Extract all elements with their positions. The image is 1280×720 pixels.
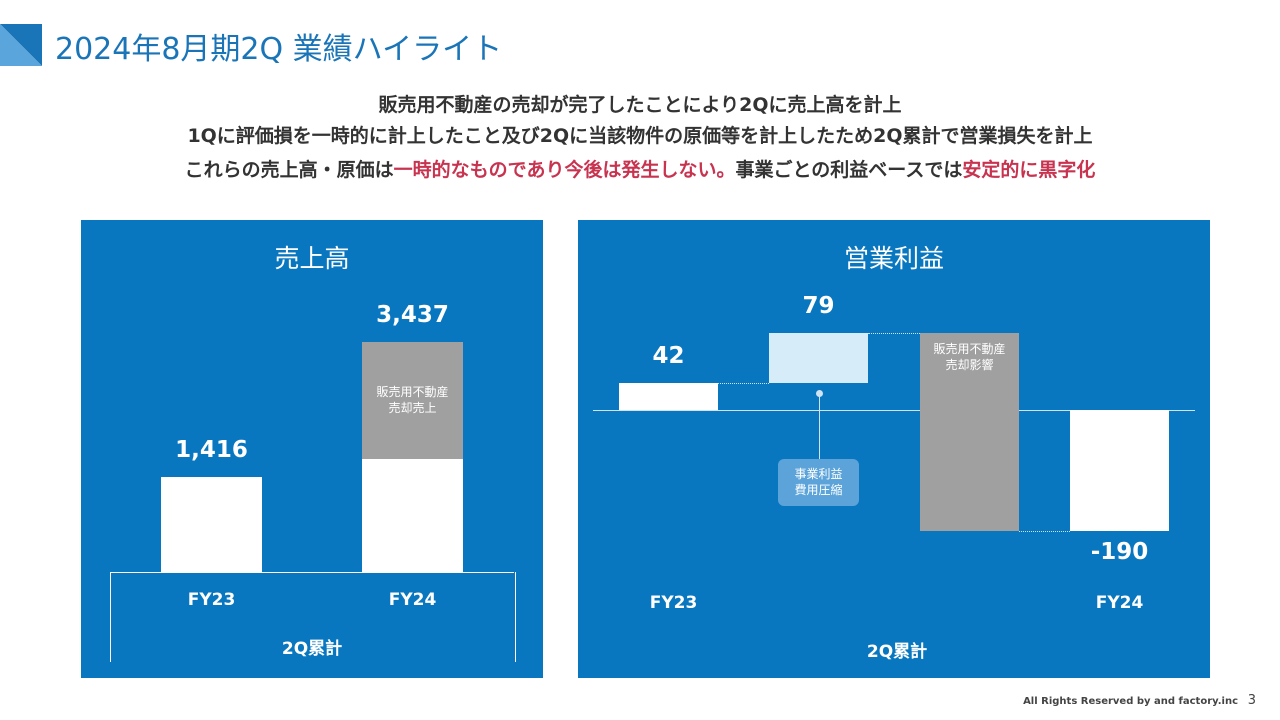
axis-line — [110, 572, 514, 573]
x-axis-label: 2Q累計 — [866, 642, 928, 662]
total-label: 1,416 — [175, 437, 248, 464]
x-tick-label: FY24 — [1095, 593, 1144, 613]
value-label: 42 — [652, 343, 685, 370]
page-number: 3 — [1247, 693, 1256, 708]
connector — [718, 383, 769, 385]
chart-title: 営業利益 — [843, 244, 945, 273]
message-line: これらの売上高・原価は一時的なものであり今後は発生しない。事業ごとの利益ベースで… — [0, 155, 1280, 182]
bar — [362, 458, 463, 572]
callout-line — [818, 393, 820, 460]
x-tick-label: FY23 — [187, 590, 236, 610]
message-text: これらの売上高・原価は — [184, 159, 394, 181]
zero-line — [593, 409, 1195, 411]
value-label: 79 — [802, 293, 835, 320]
bar — [1070, 409, 1169, 531]
bar — [161, 477, 262, 572]
axis-frame — [110, 572, 516, 662]
x-axis-label: 2Q累計 — [281, 639, 343, 659]
connector — [1019, 530, 1070, 532]
bar-label: 販売用不動産売却影響 — [933, 342, 1006, 373]
message-text: 事業ごとの利益ベースでは — [735, 159, 963, 181]
message-line: 1Qに評価損を一時的に計上したこと及び2Qに当該物件の原価等を計上したため2Q累… — [0, 121, 1280, 148]
bar — [920, 333, 1019, 531]
message-text: 一時的なものであり今後は発生しない。 — [393, 159, 736, 181]
callout: 事業利益費用圧縮 — [777, 459, 859, 507]
x-tick-label: FY23 — [649, 593, 698, 613]
message-line: 販売用不動産の売却が完了したことにより2Qに売上高を計上 — [0, 90, 1280, 117]
copyright: All Rights Reserved by and factory.inc — [1023, 696, 1238, 707]
message-text: 安定的に黒字化 — [962, 159, 1096, 181]
bar — [619, 383, 718, 410]
slide-title: 2024年8月期2Q 業績ハイライト — [55, 32, 503, 67]
bar — [362, 341, 463, 459]
total-label: 3,437 — [376, 301, 449, 328]
chart-title: 売上高 — [274, 244, 350, 273]
callout-text: 事業利益費用圧縮 — [794, 467, 843, 498]
message-text: 1Qに評価損を一時的に計上したこと及び2Qに当該物件の原価等を計上したため2Q累… — [187, 125, 1093, 147]
bar — [769, 333, 868, 384]
connector — [868, 333, 920, 335]
x-tick-label: FY24 — [388, 590, 437, 610]
callout-dot — [815, 390, 823, 398]
panel — [81, 220, 543, 678]
message-text: 販売用不動産の売却が完了したことにより2Qに売上高を計上 — [378, 94, 902, 116]
bar-label: 販売用不動産売却売上 — [376, 385, 449, 416]
value-label: -190 — [1090, 538, 1149, 565]
title-icon — [0, 24, 42, 66]
